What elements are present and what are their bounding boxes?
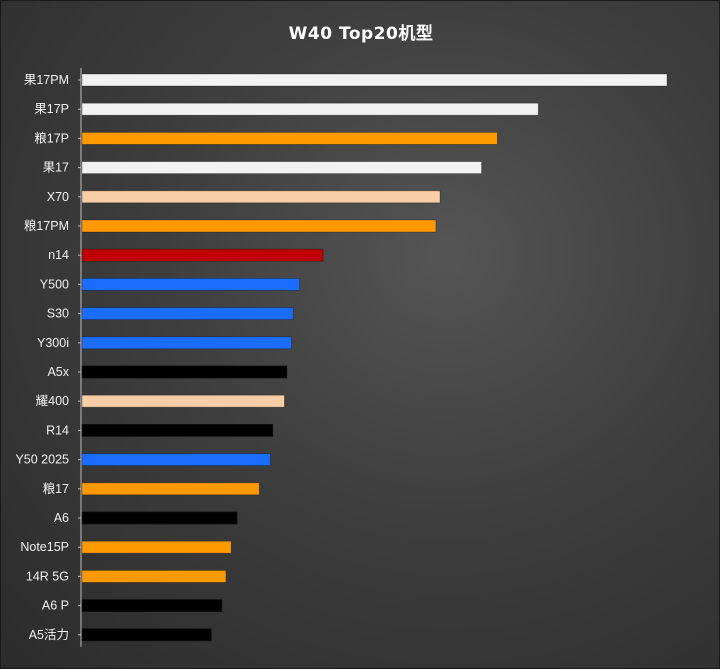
- bar-8: [81, 277, 301, 291]
- category-label-6: 粮17PM: [24, 218, 69, 233]
- bar-5: [81, 190, 441, 204]
- bar-20: [81, 628, 212, 642]
- category-label-17: Note15P: [20, 540, 69, 554]
- bar-19: [81, 599, 223, 612]
- category-label-14: Y50 2025: [15, 453, 69, 467]
- bar-12: [81, 394, 285, 408]
- bar-2: [81, 102, 539, 116]
- category-label-7: n14: [48, 248, 69, 262]
- bar-15: [81, 482, 260, 496]
- category-label-10: Y300i: [37, 336, 69, 350]
- category-label-19: A6 P: [42, 599, 69, 613]
- category-label-4: 果17: [43, 161, 69, 175]
- category-label-13: R14: [46, 423, 69, 437]
- bar-10: [81, 336, 292, 350]
- category-label-1: 果17PM: [24, 73, 69, 87]
- category-label-16: A6: [54, 511, 69, 525]
- category-label-18: 14R 5G: [26, 569, 69, 583]
- chart-title: W40 Top20机型: [288, 24, 434, 44]
- bar-18: [81, 570, 227, 583]
- bar-1: [81, 73, 668, 87]
- bar-17: [81, 540, 232, 554]
- bar-11: [81, 365, 288, 379]
- category-label-12: 耀400: [36, 394, 69, 408]
- bar-14: [81, 453, 271, 467]
- category-label-15: 粮17: [43, 481, 69, 496]
- bar-7: [81, 248, 324, 262]
- bar-16: [81, 511, 238, 525]
- bar-9: [81, 307, 294, 321]
- category-label-5: X70: [47, 190, 69, 204]
- bar-6: [81, 219, 437, 233]
- category-label-8: Y500: [40, 277, 69, 291]
- category-label-2: 果17P: [34, 102, 69, 116]
- category-label-3: 粮17P: [34, 130, 69, 145]
- bar-13: [81, 423, 274, 437]
- bar-4: [81, 161, 482, 175]
- category-label-20: A5活力: [29, 628, 69, 642]
- bar-3: [81, 131, 498, 145]
- category-label-11: A5x: [47, 365, 69, 379]
- category-label-9: S30: [47, 307, 69, 321]
